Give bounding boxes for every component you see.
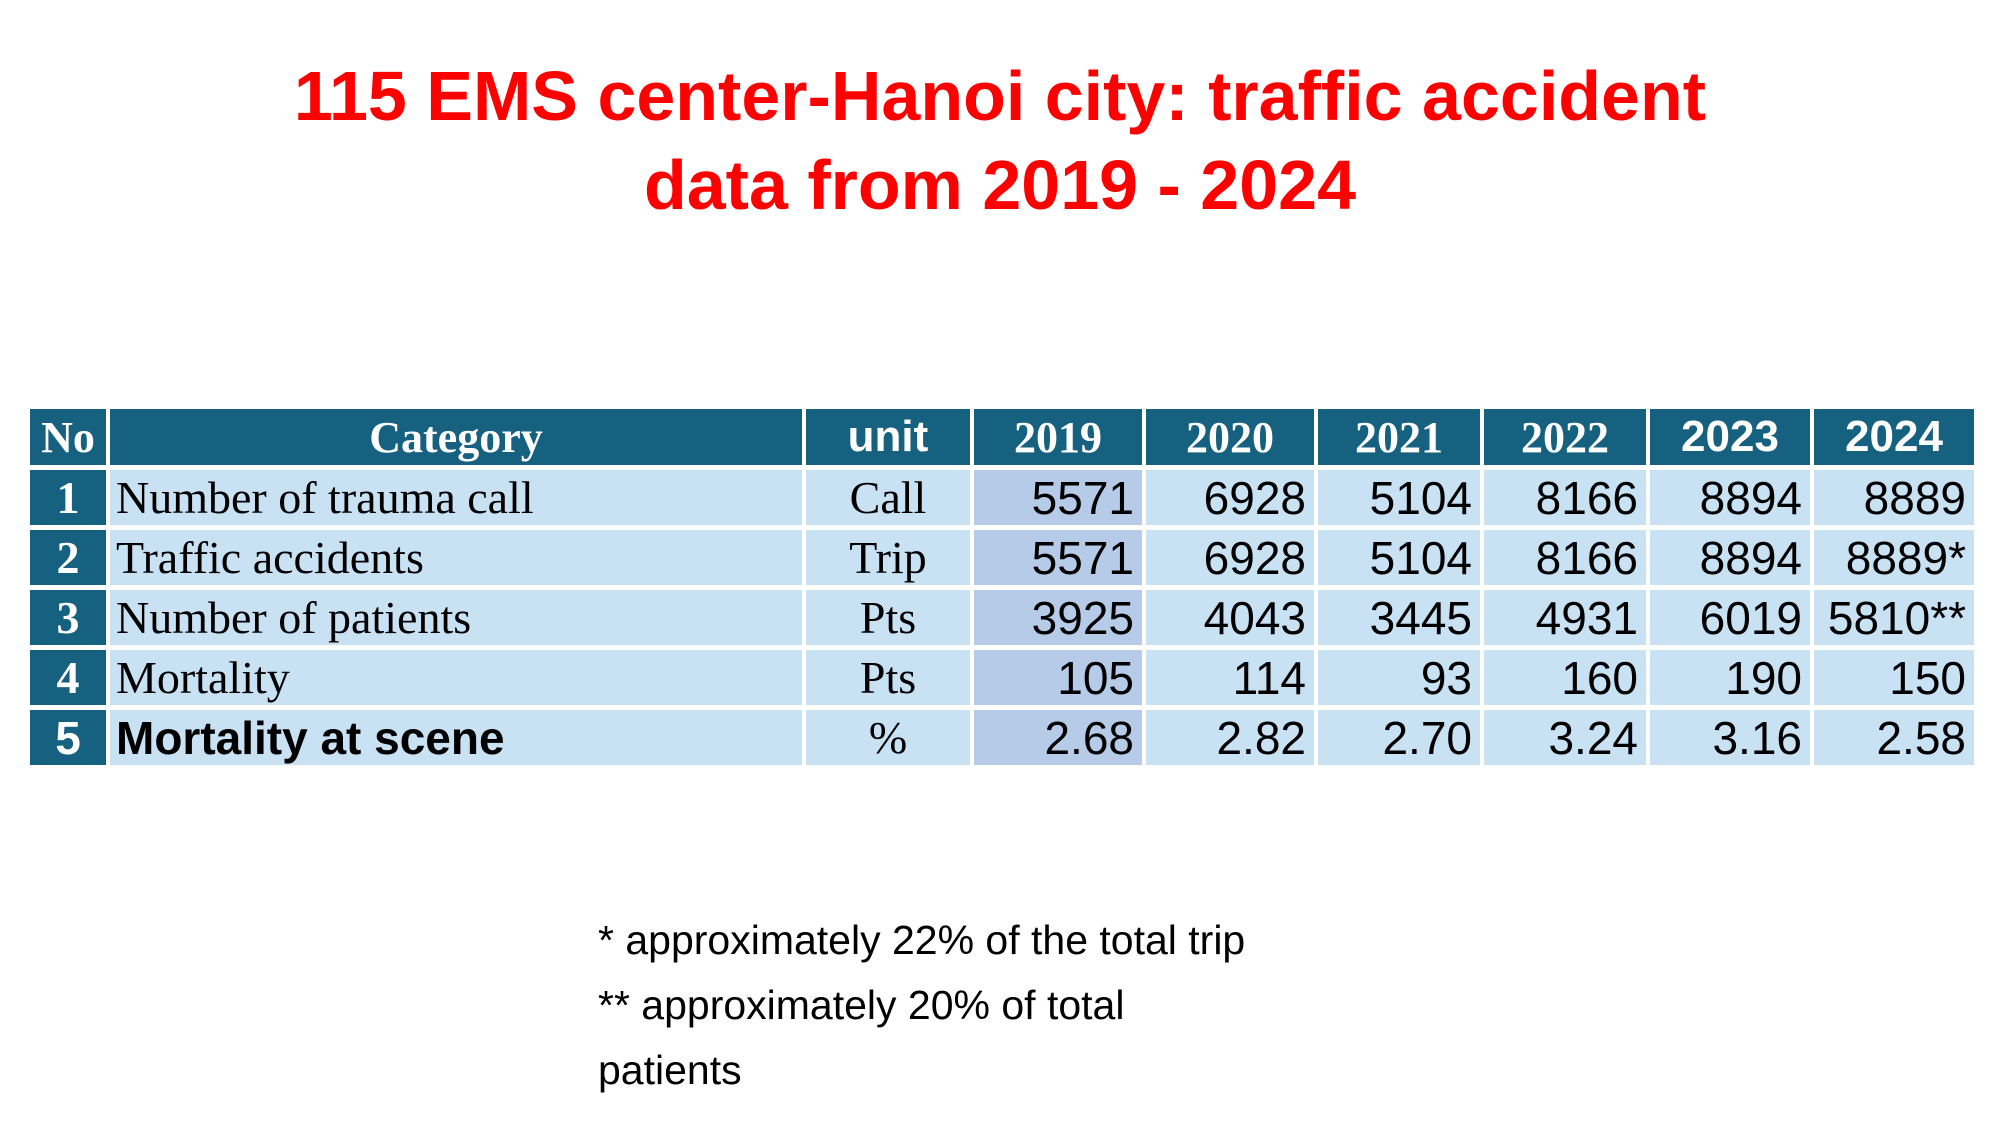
row-number-cell: 1 [30, 470, 106, 525]
value-cell-2023: 3.16 [1650, 710, 1810, 765]
footnote-line2: ** approximately 20% of total [598, 982, 1125, 1028]
table-row: 4 Mortality Pts 105 114 93 160 190 150 [30, 650, 1974, 705]
value-cell-2021: 2.70 [1318, 710, 1480, 765]
value-cell-2019: 5571 [974, 530, 1142, 585]
unit-cell: Trip [806, 530, 970, 585]
value-cell-2024: 2.58 [1814, 710, 1974, 765]
footnote-line1: * approximately 22% of the total trip [598, 917, 1246, 963]
value-cell-2021: 3445 [1318, 590, 1480, 645]
header-year-2023: 2023 [1650, 409, 1810, 465]
value-cell-2022: 8166 [1484, 470, 1646, 525]
value-cell-2020: 6928 [1146, 530, 1314, 585]
footnote-line3: patients [598, 1047, 742, 1093]
value-cell-2023: 8894 [1650, 470, 1810, 525]
value-cell-2022: 8166 [1484, 530, 1646, 585]
value-cell-2019: 5571 [974, 470, 1142, 525]
slide-title-line2: data from 2019 - 2024 [643, 145, 1357, 224]
category-cell: Mortality at scene [110, 710, 802, 765]
value-cell-2022: 4931 [1484, 590, 1646, 645]
value-cell-2021: 93 [1318, 650, 1480, 705]
header-no: No [30, 409, 106, 465]
value-cell-2023: 190 [1650, 650, 1810, 705]
row-number-cell: 5 [30, 710, 106, 765]
value-cell-2023: 8894 [1650, 530, 1810, 585]
value-cell-2021: 5104 [1318, 470, 1480, 525]
slide-title: 115 EMS center-Hanoi city: traffic accid… [0, 52, 2000, 230]
header-year-2024: 2024 [1814, 409, 1974, 465]
table-row: 5 Mortality at scene % 2.68 2.82 2.70 3.… [30, 710, 1974, 765]
slide-title-line1: 115 EMS center-Hanoi city: traffic accid… [293, 57, 1707, 135]
row-number-cell: 2 [30, 530, 106, 585]
value-cell-2024: 8889 [1814, 470, 1974, 525]
table-row: 1 Number of trauma call Call 5571 6928 5… [30, 470, 1974, 525]
header-year-2021: 2021 [1318, 409, 1480, 465]
table-row: 3 Number of patients Pts 3925 4043 3445 … [30, 590, 1974, 645]
header-year-2019: 2019 [974, 409, 1142, 465]
category-cell: Number of patients [110, 590, 802, 645]
value-cell-2021: 5104 [1318, 530, 1480, 585]
category-cell: Mortality [110, 650, 802, 705]
row-number-cell: 4 [30, 650, 106, 705]
category-cell: Number of trauma call [110, 470, 802, 525]
table-header-row: No Category unit 2019 2020 2021 2022 202… [30, 409, 1974, 465]
value-cell-2023: 6019 [1650, 590, 1810, 645]
header-year-2022: 2022 [1484, 409, 1646, 465]
value-cell-2019: 105 [974, 650, 1142, 705]
value-cell-2024: 5810** [1814, 590, 1974, 645]
unit-cell: Call [806, 470, 970, 525]
value-cell-2024: 150 [1814, 650, 1974, 705]
header-category: Category [110, 409, 802, 465]
value-cell-2024: 8889* [1814, 530, 1974, 585]
footnotes: * approximately 22% of the total trip **… [598, 908, 1245, 1103]
value-cell-2020: 4043 [1146, 590, 1314, 645]
value-cell-2022: 160 [1484, 650, 1646, 705]
unit-cell: Pts [806, 590, 970, 645]
value-cell-2020: 114 [1146, 650, 1314, 705]
table-row: 2 Traffic accidents Trip 5571 6928 5104 … [30, 530, 1974, 585]
value-cell-2020: 6928 [1146, 470, 1314, 525]
unit-cell: Pts [806, 650, 970, 705]
category-cell: Traffic accidents [110, 530, 802, 585]
header-year-2020: 2020 [1146, 409, 1314, 465]
value-cell-2022: 3.24 [1484, 710, 1646, 765]
value-cell-2019: 3925 [974, 590, 1142, 645]
header-unit: unit [806, 409, 970, 465]
traffic-accident-table: No Category unit 2019 2020 2021 2022 202… [26, 404, 1978, 770]
value-cell-2020: 2.82 [1146, 710, 1314, 765]
value-cell-2019: 2.68 [974, 710, 1142, 765]
row-number-cell: 3 [30, 590, 106, 645]
unit-cell: % [806, 710, 970, 765]
